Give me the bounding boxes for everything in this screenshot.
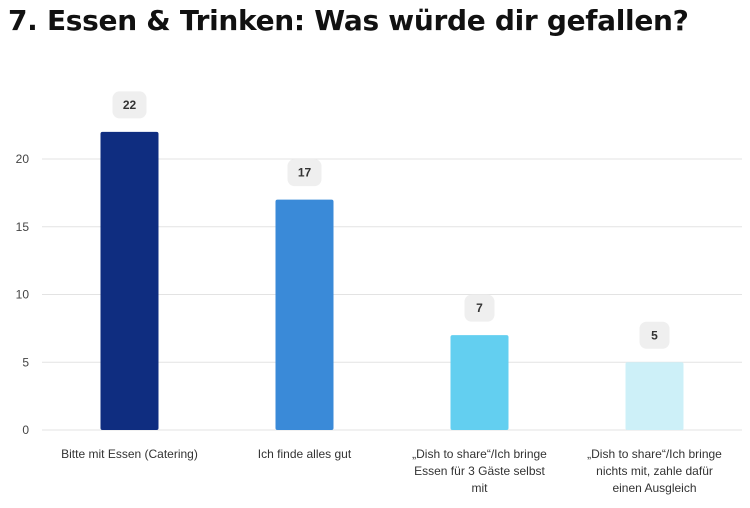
data-label: 7 xyxy=(476,301,483,315)
y-axis: 0 5 10 15 20 xyxy=(16,152,30,437)
y-tick-label: 20 xyxy=(16,152,30,166)
x-category-label-line: einen Ausgleich xyxy=(612,481,696,495)
bar xyxy=(275,199,334,430)
x-category-label-line: nichts mit, zahle dafür xyxy=(596,464,713,478)
y-tick-label: 15 xyxy=(16,220,30,234)
bar xyxy=(450,335,509,430)
bar xyxy=(625,362,684,430)
data-labels: 22 17 7 5 xyxy=(112,91,670,349)
x-category-label: Bitte mit Essen (Catering) xyxy=(61,447,198,461)
x-axis: Bitte mit Essen (Catering) Ich finde alle… xyxy=(61,447,722,495)
x-category-label-line: mit xyxy=(472,481,489,495)
gridlines xyxy=(42,158,742,431)
x-category-label-line: Ich finde alles gut xyxy=(258,447,352,461)
data-label-bubble xyxy=(112,91,147,119)
bar xyxy=(100,131,159,430)
data-label: 17 xyxy=(298,166,312,180)
x-category-label-line: Bitte mit Essen (Catering) xyxy=(61,447,198,461)
y-tick-label: 10 xyxy=(16,288,30,302)
data-label-bubble xyxy=(464,294,495,322)
x-category-label-line: Essen für 3 Gäste selbst xyxy=(414,464,545,478)
data-label: 22 xyxy=(123,98,137,112)
data-label: 5 xyxy=(651,328,658,342)
x-category-label-line: „Dish to share“/Ich bringe xyxy=(412,447,547,461)
bars xyxy=(100,131,684,430)
chart-title: 7. Essen & Trinken: Was würde dir gefall… xyxy=(8,4,689,37)
y-tick-label: 0 xyxy=(22,423,29,437)
x-category-label-line: „Dish to share“/Ich bringe xyxy=(587,447,722,461)
y-tick-label: 5 xyxy=(22,355,29,369)
x-category-label: „Dish to share“/Ich bringe Essen für 3 Gä… xyxy=(412,447,547,495)
x-category-label: „Dish to share“/Ich bringe nichts mit, za… xyxy=(587,447,722,495)
data-label-bubble xyxy=(639,321,670,349)
x-category-label: Ich finde alles gut xyxy=(258,447,352,461)
data-label-bubble xyxy=(287,159,322,187)
